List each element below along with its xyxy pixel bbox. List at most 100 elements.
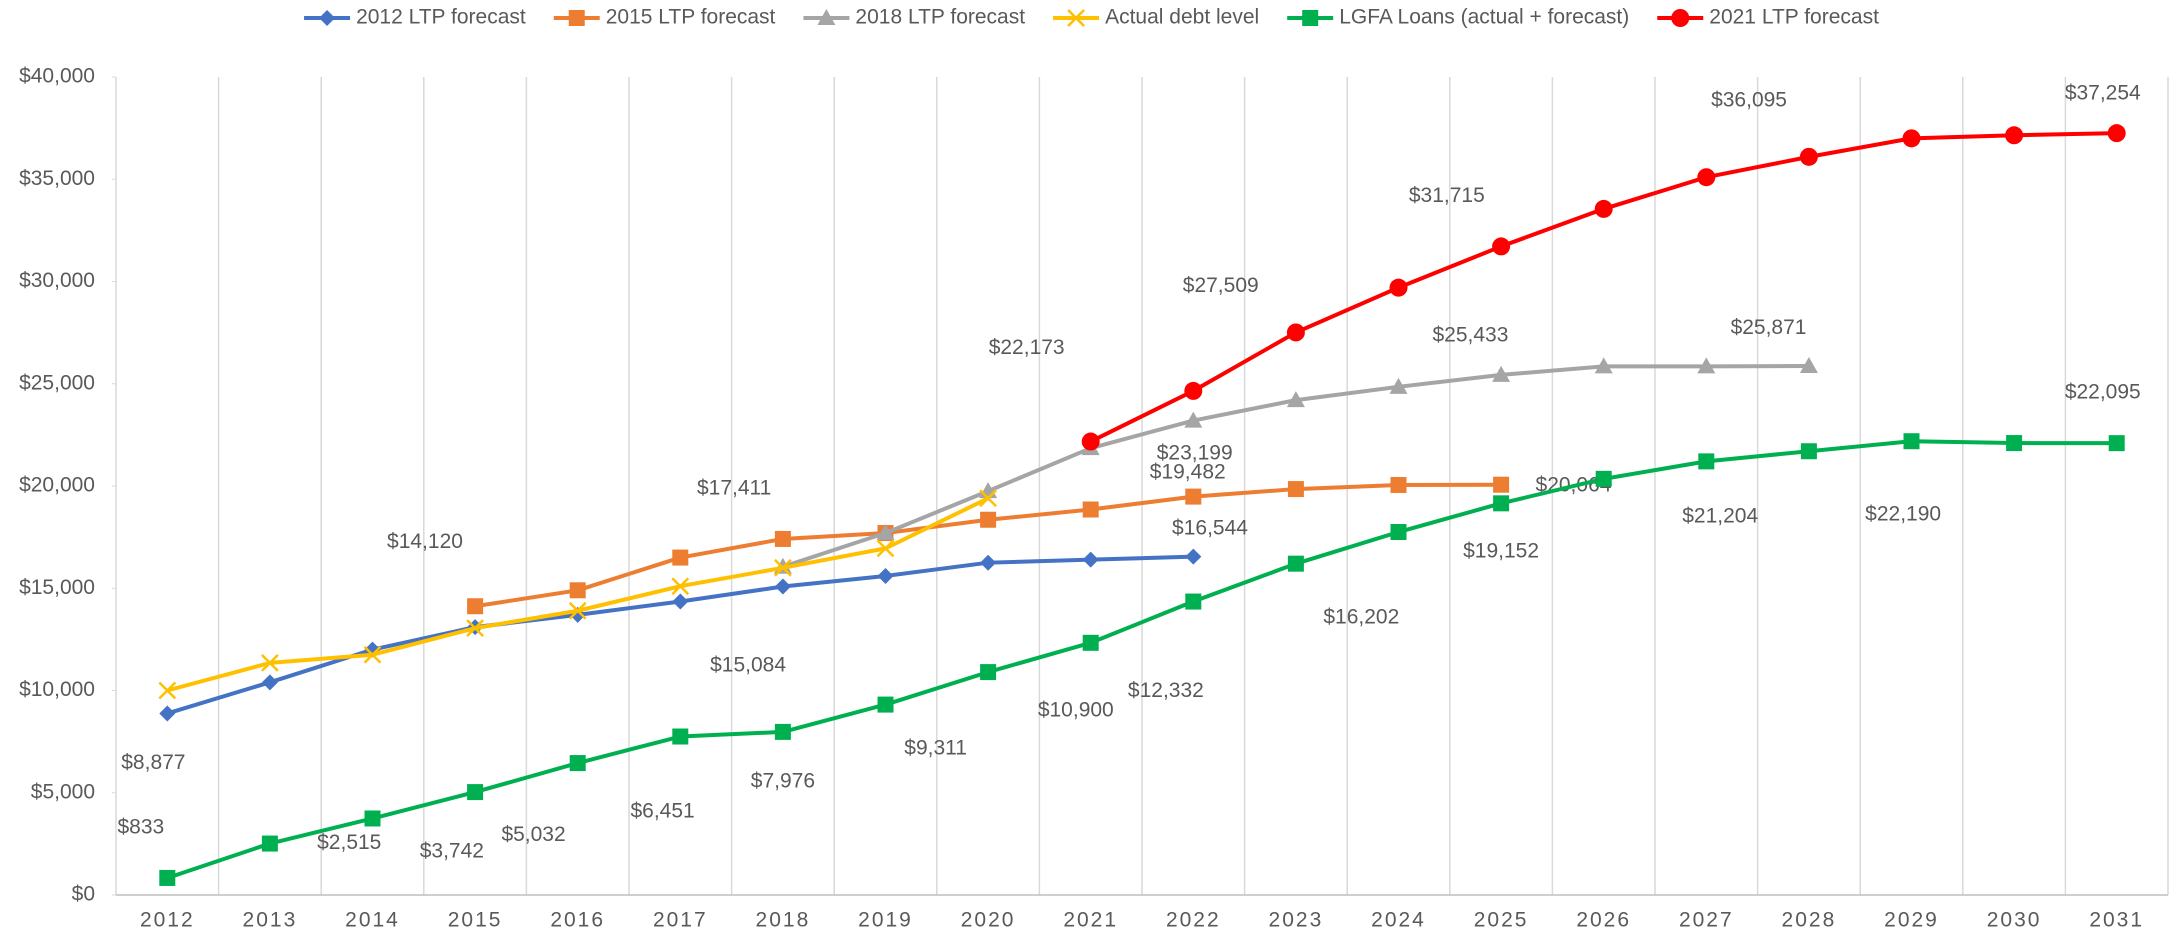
data-label: $21,204	[1682, 505, 1758, 528]
x-tick-label: 2019	[858, 909, 913, 932]
marker	[1903, 433, 1920, 450]
marker	[467, 784, 484, 801]
y-tick-label: $25,000	[19, 371, 95, 394]
legend-label: 2012 LTP forecast	[356, 6, 526, 29]
marker	[467, 598, 484, 615]
marker	[261, 835, 278, 852]
marker	[672, 728, 689, 745]
marker	[1698, 453, 1715, 470]
marker	[1697, 168, 1716, 187]
series-line	[166, 439, 2117, 880]
marker	[261, 674, 278, 691]
marker	[1081, 432, 1100, 451]
marker	[671, 577, 690, 596]
x-tick-label: 2020	[961, 909, 1016, 932]
data-label: $22,095	[2065, 381, 2141, 404]
marker	[1082, 551, 1099, 568]
marker	[1492, 237, 1511, 256]
data-label: $2,515	[317, 831, 381, 854]
legend-label: 2021 LTP forecast	[1709, 6, 1879, 29]
marker	[1390, 524, 1407, 541]
y-tick-label: $40,000	[19, 65, 95, 88]
marker	[980, 664, 997, 681]
legend-item: LGFA Loans (actual + forecast)	[1287, 6, 1629, 29]
marker	[1287, 555, 1304, 572]
data-label: $31,715	[1409, 184, 1485, 207]
marker	[774, 530, 791, 547]
marker	[158, 681, 177, 700]
marker	[569, 582, 586, 599]
x-tick-label: 2022	[1166, 909, 1221, 932]
data-label: $833	[117, 815, 164, 838]
data-label: $5,032	[501, 823, 565, 846]
marker	[774, 578, 791, 595]
x-tick-label: 2015	[448, 909, 503, 932]
legend-label: LGFA Loans (actual + forecast)	[1339, 6, 1629, 29]
marker	[1594, 199, 1613, 218]
data-label: $36,095	[1711, 89, 1787, 112]
data-label: $7,976	[751, 770, 815, 793]
x-tick-label: 2013	[243, 909, 298, 932]
marker	[774, 723, 791, 740]
marker	[364, 810, 381, 827]
y-tick-label: $5,000	[31, 780, 95, 803]
legend-item: 2021 LTP forecast	[1657, 6, 1879, 29]
marker	[876, 539, 895, 558]
data-label: $25,433	[1433, 323, 1509, 346]
marker	[1185, 548, 1202, 565]
legend: 2012 LTP forecast 2015 LTP forecast 2018 L…	[304, 6, 1879, 29]
marker	[877, 567, 894, 584]
legend-item: 2018 LTP forecast	[803, 6, 1025, 29]
marker	[261, 654, 279, 672]
y-tick-label: $10,000	[19, 678, 95, 701]
marker	[774, 558, 792, 577]
x-tick-label: 2025	[1474, 909, 1529, 932]
data-label: $6,451	[630, 799, 694, 822]
marker	[1082, 501, 1099, 518]
legend-item: Actual debt level	[1053, 6, 1259, 29]
data-label: $23,199	[1157, 442, 1233, 465]
marker	[2005, 126, 2024, 145]
data-label: $25,871	[1731, 316, 1807, 339]
marker	[1184, 381, 1203, 400]
x-tick-label: 2028	[1782, 909, 1837, 932]
marker	[1184, 411, 1203, 428]
marker	[2107, 124, 2126, 143]
marker	[672, 593, 689, 610]
x-tick-label: 2012	[140, 909, 195, 932]
x-tick-label: 2014	[345, 909, 400, 932]
data-label: $17,411	[697, 476, 771, 499]
x-tick-label: 2021	[1063, 909, 1118, 932]
x-tick-label: 2024	[1371, 909, 1426, 932]
legend-marker	[1671, 9, 1690, 27]
legend-marker	[1067, 9, 1085, 27]
marker	[980, 554, 997, 571]
data-label: $22,190	[1865, 503, 1941, 526]
y-tick-label: $30,000	[19, 269, 95, 292]
data-label: $15,084	[710, 653, 786, 676]
x-tick-label: 2030	[1987, 909, 2042, 932]
marker	[363, 645, 382, 664]
marker	[1493, 495, 1510, 512]
marker	[1389, 377, 1408, 394]
data-label: $9,311	[904, 737, 967, 760]
marker	[568, 601, 587, 620]
marker	[1595, 470, 1612, 487]
data-label: $16,544	[1172, 516, 1248, 539]
marker	[1800, 443, 1817, 460]
marker	[1493, 476, 1510, 493]
marker	[159, 705, 176, 722]
marker	[1185, 488, 1202, 505]
legend-marker	[319, 10, 336, 26]
marker	[1389, 278, 1408, 297]
marker	[876, 524, 895, 541]
legend-label: 2015 LTP forecast	[606, 6, 776, 29]
x-tick-label: 2017	[653, 909, 708, 932]
data-label: $14,120	[387, 530, 463, 553]
y-tick-label: $0	[72, 883, 95, 906]
marker	[1799, 147, 1818, 166]
marker	[1902, 129, 1921, 148]
legend-marker	[568, 10, 585, 26]
x-tick-label: 2029	[1884, 909, 1939, 932]
